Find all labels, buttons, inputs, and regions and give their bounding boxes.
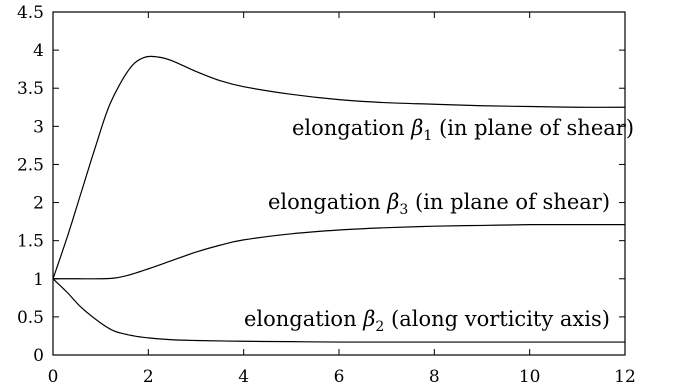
axis-ticks [52, 11, 626, 356]
x-tick-label: 6 [334, 367, 345, 387]
x-tick-label: 8 [429, 367, 440, 387]
series-line-beta2 [52, 278, 625, 343]
y-tick-label: 4 [33, 41, 44, 61]
y-tick-label: 2.5 [17, 155, 44, 175]
y-tick-label: 1.5 [17, 232, 44, 252]
x-tick-label: 10 [519, 367, 541, 387]
x-tick-label: 0 [48, 367, 59, 387]
y-tick-label: 3 [33, 117, 44, 137]
y-tick-label: 0 [33, 346, 44, 366]
annotation-beta3: elongation β3 (in plane of shear) [268, 190, 610, 218]
y-tick-label: 3.5 [17, 79, 44, 99]
x-tick-label: 4 [238, 367, 249, 387]
series-line-beta3 [52, 224, 625, 280]
annotation-beta2: elongation β2 (along vorticity axis) [244, 307, 610, 335]
x-tick-label: 2 [143, 367, 154, 387]
series-line-beta1 [52, 55, 626, 279]
plot-frame [52, 11, 626, 356]
y-tick-label: 4.5 [17, 3, 44, 23]
x-tick-label: 12 [614, 367, 636, 387]
annotation-beta1: elongation β1 (in plane of shear) [292, 116, 634, 144]
axis-tick-labels: 0 2 4 6 8 10 12 0 0.5 1 1.5 2 2.5 3 3.5 4 4.5 [17, 3, 636, 387]
y-tick-label: 0.5 [17, 308, 44, 328]
y-tick-label: 2 [33, 194, 44, 214]
y-tick-label: 1 [33, 270, 44, 290]
series-lines [52, 55, 626, 343]
